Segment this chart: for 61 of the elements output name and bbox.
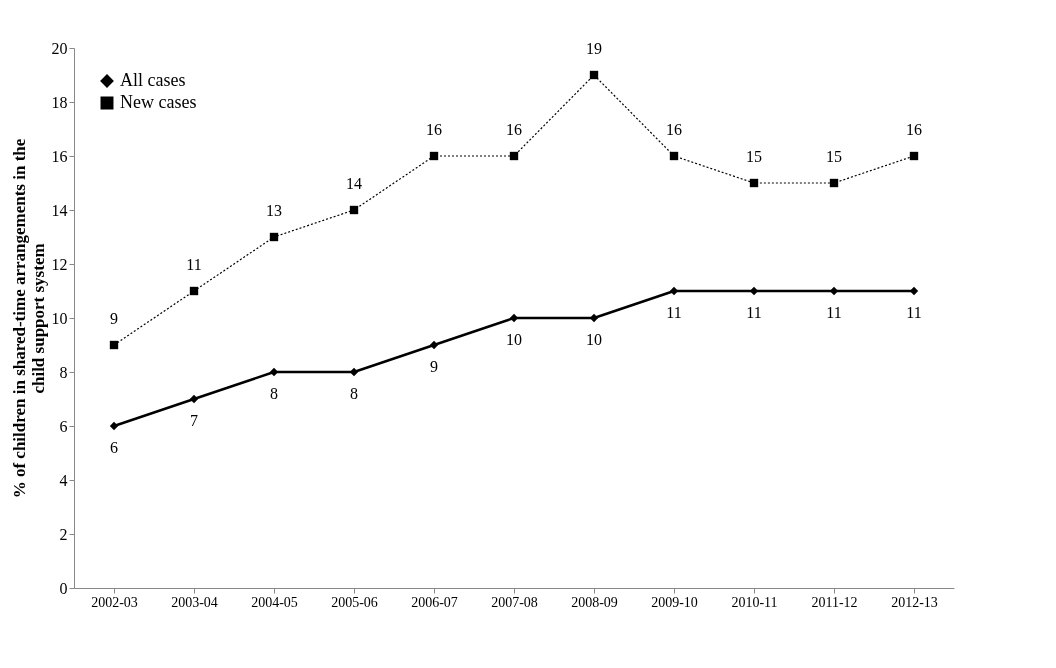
data-label: 15 (746, 148, 762, 165)
x-tick-label: 2012-13 (891, 594, 938, 610)
x-tick-label: 2002-03 (91, 594, 138, 610)
point (189, 286, 199, 296)
data-label: 6 (110, 439, 118, 456)
y-tick-label: 6 (59, 417, 68, 435)
data-label: 9 (110, 310, 118, 327)
y-tick-label: 12 (51, 255, 68, 273)
point (509, 151, 519, 161)
data-label: 19 (586, 40, 602, 57)
point (589, 70, 599, 80)
data-label: 8 (270, 385, 278, 402)
x-tick-label: 2004-05 (251, 594, 298, 610)
y-tick-label: 0 (59, 579, 68, 597)
legend-label: New cases (120, 92, 197, 112)
y-tick-label: 4 (59, 471, 68, 489)
data-label: 7 (190, 412, 198, 429)
point (829, 178, 839, 188)
point (669, 151, 679, 161)
data-label: 10 (506, 331, 522, 348)
data-label: 11 (186, 256, 202, 273)
data-label: 11 (906, 304, 922, 321)
data-label: 10 (586, 331, 602, 348)
data-label: 16 (666, 121, 682, 138)
y-tick-label: 14 (51, 201, 68, 219)
x-tick-label: 2009-10 (651, 594, 698, 610)
x-tick-label: 2010-11 (731, 594, 778, 610)
data-label: 9 (430, 358, 438, 375)
point (749, 178, 759, 188)
y-tick-label: 10 (51, 309, 68, 327)
point (429, 340, 439, 350)
x-tick-label: 2005-06 (331, 594, 378, 610)
x-tick-label: 2007-08 (491, 594, 538, 610)
data-label: 14 (346, 175, 362, 192)
data-label: 11 (826, 304, 842, 321)
point (109, 421, 119, 431)
data-label: 11 (666, 304, 682, 321)
point (909, 151, 919, 161)
data-label: 16 (506, 121, 522, 138)
data-label: 16 (426, 121, 442, 138)
point (189, 394, 199, 404)
y-tick-label: 8 (59, 363, 68, 381)
point (109, 340, 119, 350)
y-tick-label: 18 (51, 93, 68, 111)
data-label: 13 (266, 202, 282, 219)
y-axis-title: % of children in shared-time arrangements in the child support system (9, 138, 48, 499)
point (349, 205, 359, 215)
x-tick-label: 2008-09 (571, 594, 618, 610)
y-tick-label: 2 (59, 525, 68, 543)
data-label: 11 (746, 304, 762, 321)
legend-label: All cases (120, 70, 186, 90)
y-tick-label: 16 (51, 147, 68, 165)
data-label: 16 (906, 121, 922, 138)
point (429, 151, 439, 161)
y-tick-label: 20 (51, 39, 68, 57)
point (269, 232, 279, 242)
x-tick-label: 2011-12 (811, 594, 858, 610)
data-label: 8 (350, 385, 358, 402)
x-tick-label: 2003-04 (171, 594, 218, 610)
data-label: 15 (826, 148, 842, 165)
x-tick-label: 2006-07 (411, 594, 458, 610)
